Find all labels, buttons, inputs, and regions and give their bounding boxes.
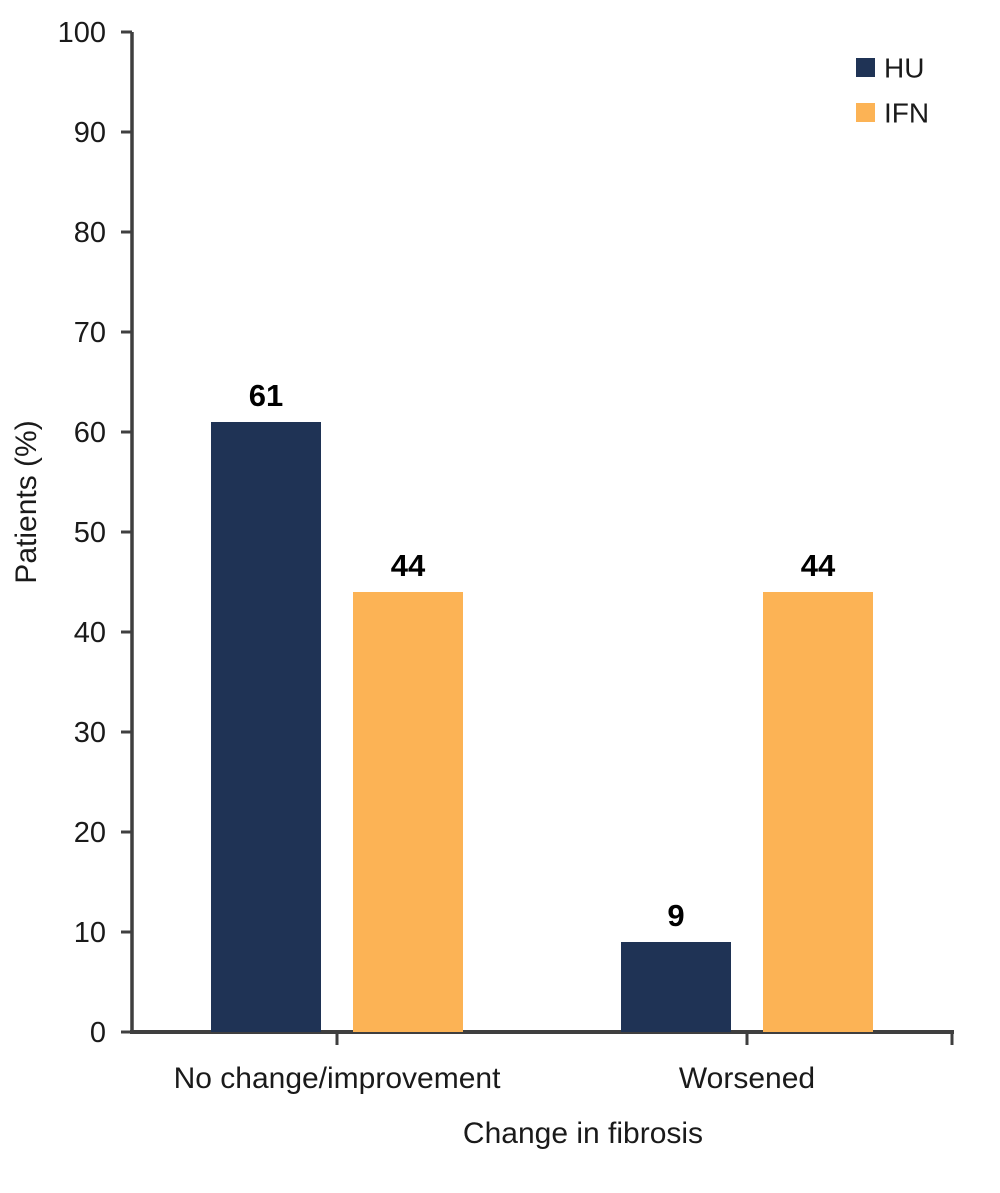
bar-value-label: 44 bbox=[391, 548, 426, 583]
y-tick-label: 40 bbox=[74, 617, 106, 649]
y-tick-label: 90 bbox=[74, 117, 106, 149]
legend-swatch-ifn bbox=[856, 103, 875, 122]
y-tick-label: 80 bbox=[74, 217, 106, 249]
legend-swatch-hu bbox=[856, 58, 875, 77]
x-category-label: Worsened bbox=[679, 1062, 815, 1095]
bar-ifn-0 bbox=[353, 592, 463, 1032]
y-tick-label: 60 bbox=[74, 417, 106, 449]
y-tick-label: 10 bbox=[74, 917, 106, 949]
y-tick-label: 20 bbox=[74, 817, 106, 849]
y-tick-label: 70 bbox=[74, 317, 106, 349]
y-axis-title: Patients (%) bbox=[10, 420, 43, 583]
y-tick-label: 30 bbox=[74, 717, 106, 749]
bar-hu-1 bbox=[621, 942, 731, 1032]
bar-ifn-1 bbox=[763, 592, 873, 1032]
y-tick-label: 50 bbox=[74, 517, 106, 549]
y-tick-label: 0 bbox=[90, 1017, 106, 1049]
bar-value-label: 44 bbox=[801, 548, 836, 583]
x-axis-title: Change in fibrosis bbox=[463, 1117, 703, 1150]
bar-value-label: 61 bbox=[249, 378, 283, 413]
y-tick-label: 100 bbox=[58, 17, 106, 49]
bar-value-label: 9 bbox=[667, 898, 684, 933]
legend-label-hu: HU bbox=[884, 52, 924, 83]
legend-label-ifn: IFN bbox=[884, 97, 929, 128]
bar-hu-0 bbox=[211, 422, 321, 1032]
x-category-label: No change/improvement bbox=[174, 1062, 502, 1095]
